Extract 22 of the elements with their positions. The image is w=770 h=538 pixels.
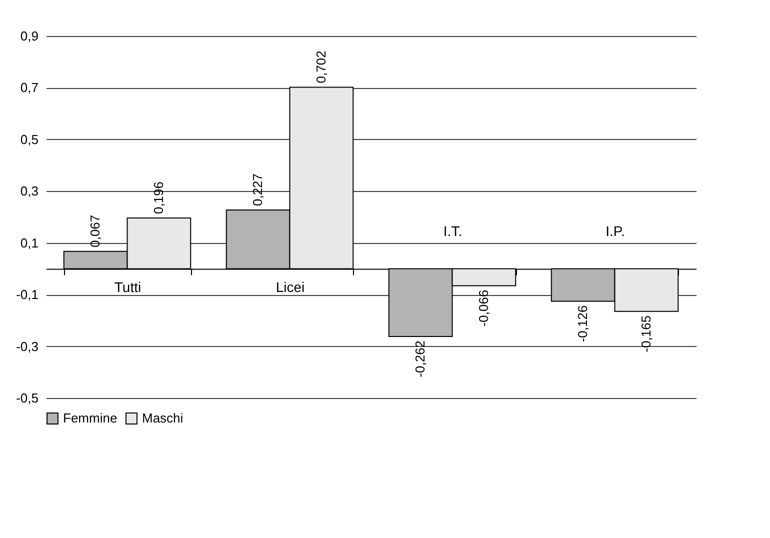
data-label: -0,165 (638, 315, 654, 352)
data-label: 0,702 (313, 50, 328, 84)
data-label: -0,262 (412, 340, 428, 378)
legend-label: Maschi (142, 410, 184, 426)
y-tick-label: 0,9 (20, 28, 38, 44)
data-label: 0,196 (150, 181, 166, 214)
y-tick-label: 0,5 (20, 132, 38, 147)
y-tick-label: 0,3 (20, 184, 38, 199)
data-label: 0,227 (250, 173, 266, 206)
y-tick-label: 0,7 (20, 80, 38, 96)
x-tick-label: I.T. (443, 223, 462, 240)
x-tick-label: I.P. (606, 223, 625, 240)
data-label: 0,067 (88, 214, 103, 248)
y-tick-label: -0,1 (16, 287, 38, 302)
x-tick-label: Tutti (114, 279, 142, 296)
x-tick-label: Licei (276, 279, 305, 296)
legend-label: Femmine (63, 410, 118, 426)
y-tick-label: -0,5 (16, 390, 38, 406)
data-label: -0,126 (575, 305, 590, 342)
y-tick-label: 0,1 (20, 235, 38, 250)
y-tick-label: -0,3 (16, 338, 38, 354)
data-label: -0,066 (476, 290, 491, 327)
